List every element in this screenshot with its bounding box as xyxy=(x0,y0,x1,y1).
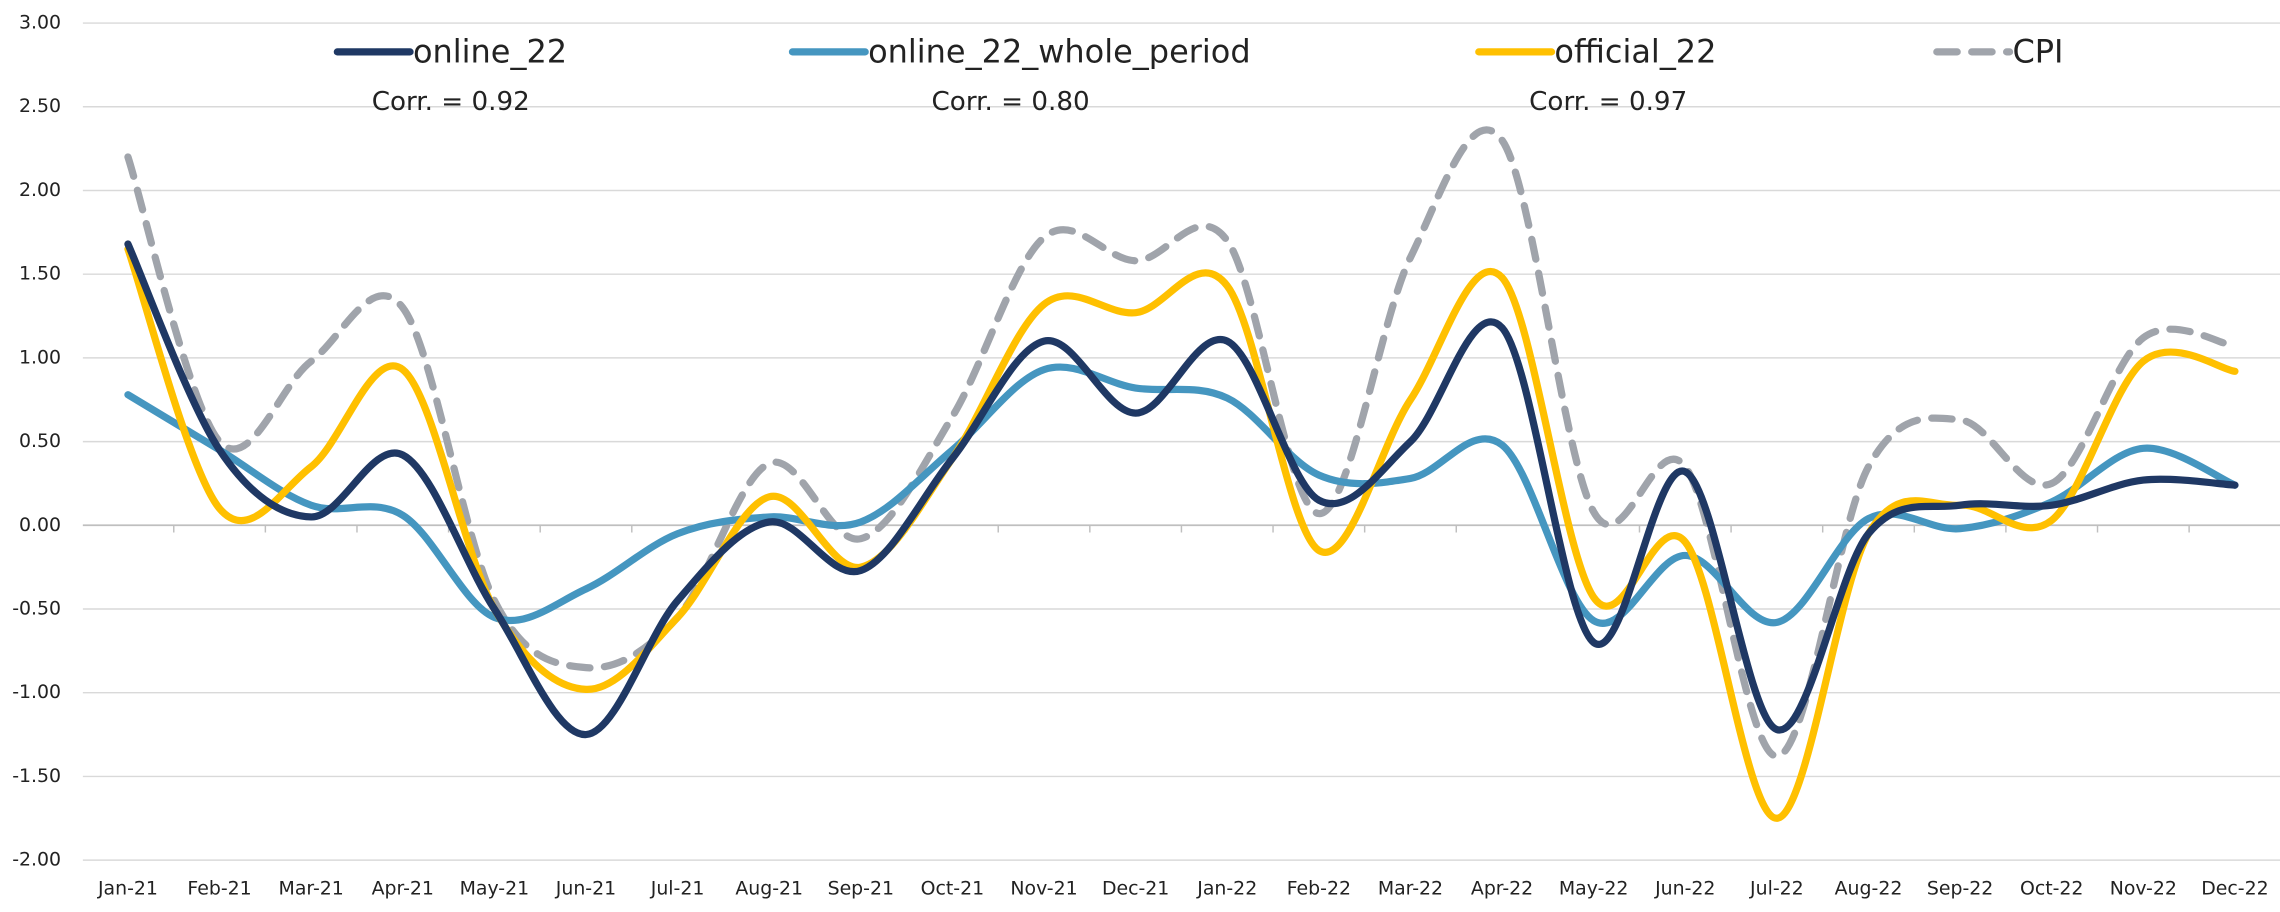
x-tick-label: Aug-22 xyxy=(1835,878,1903,899)
y-tick-label: 1.50 xyxy=(19,264,61,285)
y-tick-label: 0.50 xyxy=(19,431,61,452)
legend-label: official_22 xyxy=(1554,32,1716,70)
y-tick-label: 3.00 xyxy=(19,13,61,34)
legend-item: online_22 xyxy=(333,32,567,70)
series-line xyxy=(124,245,2239,822)
x-tick-label: Apr-22 xyxy=(1471,878,1533,899)
x-tick-label: May-21 xyxy=(460,878,530,899)
x-tick-label: Oct-22 xyxy=(2020,878,2083,899)
x-tick-label: Mar-22 xyxy=(1378,878,1443,899)
x-tick-label: Jul-21 xyxy=(650,878,705,899)
x-tick-label: Jun-21 xyxy=(555,878,616,899)
legend-label: online_22_whole_period xyxy=(868,32,1251,70)
series-line xyxy=(124,126,2239,760)
x-tick-label: Feb-22 xyxy=(1287,878,1351,899)
y-tick-label: -2.00 xyxy=(12,850,61,871)
y-tick-label: -1.00 xyxy=(12,682,61,703)
x-tick-label: Nov-22 xyxy=(2110,878,2177,899)
x-tick-label: May-22 xyxy=(1559,878,1629,899)
annotation: Corr. = 0.92 xyxy=(372,87,530,117)
y-tick-label: -1.50 xyxy=(12,766,61,787)
y-tick-label: -0.50 xyxy=(12,599,61,620)
series-line xyxy=(124,240,2239,739)
x-tick-label: Mar-21 xyxy=(279,878,344,899)
x-tick-label: Jul-22 xyxy=(1749,878,1804,899)
y-tick-label: 2.00 xyxy=(19,180,61,201)
legend-item: CPI xyxy=(1933,32,2063,70)
x-tick-label: Sep-22 xyxy=(1927,878,1993,899)
annotation: Corr. = 0.80 xyxy=(932,87,1090,117)
x-tick-label: Nov-21 xyxy=(1010,878,1077,899)
x-tick-label: Aug-21 xyxy=(735,878,803,899)
legend-label: CPI xyxy=(2012,32,2063,70)
x-tick-label: Dec-21 xyxy=(1102,878,1169,899)
x-tick-label: Oct-21 xyxy=(921,878,984,899)
legend-label: online_22 xyxy=(413,32,567,70)
x-tick-label: Sep-21 xyxy=(828,878,894,899)
x-tick-label: Feb-21 xyxy=(187,878,251,899)
x-tick-label: Jan-21 xyxy=(97,878,158,899)
y-tick-label: 1.00 xyxy=(19,347,61,368)
legend-item: official_22 xyxy=(1475,32,1717,70)
y-tick-label: 2.50 xyxy=(19,96,61,117)
series-line xyxy=(124,363,2239,627)
y-tick-label: 0.00 xyxy=(19,515,61,536)
annotation: Corr. = 0.97 xyxy=(1529,87,1687,117)
legend-item: online_22_whole_period xyxy=(788,32,1251,70)
x-tick-label: Apr-21 xyxy=(372,878,434,899)
x-tick-label: Jun-22 xyxy=(1654,878,1715,899)
x-tick-label: Dec-22 xyxy=(2201,878,2268,899)
x-tick-label: Jan-22 xyxy=(1196,878,1257,899)
